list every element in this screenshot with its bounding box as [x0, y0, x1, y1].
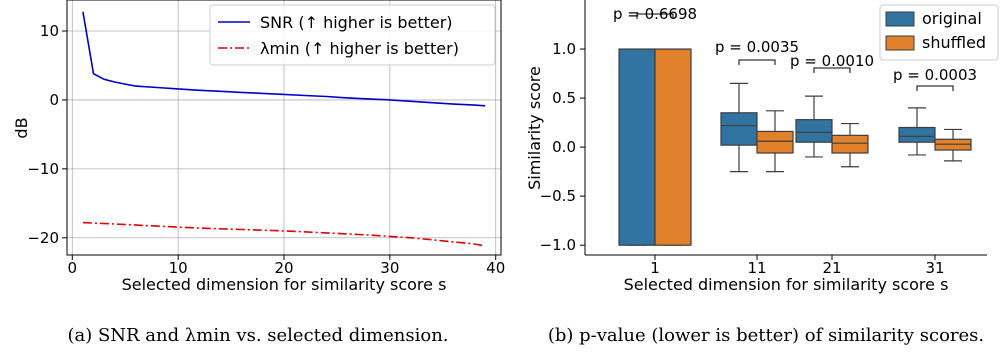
- series-a: [82, 11, 486, 247]
- ticks-b: 1.00.50.0−0.5−1.01 11 21 31: [540, 40, 945, 277]
- x-tick-label: 11: [747, 259, 766, 277]
- x-tick-label: 40: [486, 259, 505, 277]
- y-tick-label: −1.0: [540, 236, 576, 254]
- legend-swatch: [885, 35, 915, 51]
- p-value-label: p = 0.6698: [613, 5, 697, 23]
- y-tick-label: −0.5: [540, 187, 576, 205]
- x-tick-label: 20: [274, 259, 293, 277]
- legend-label: SNR (↑ higher is better): [260, 13, 453, 32]
- p-value-bracket: [738, 59, 776, 65]
- x-tick-label: 21: [822, 259, 841, 277]
- x-axis-label-a: Selected dimension for similarity score …: [122, 275, 447, 294]
- series-line-0: [82, 11, 486, 107]
- p-value-label: p = 0.0010: [790, 52, 874, 70]
- box-shuffled-1: [654, 48, 692, 246]
- y-tick-label: 0.0: [552, 138, 576, 156]
- p-value-label: p = 0.0035: [715, 38, 799, 56]
- legend-label: λmin (↑ higher is better): [260, 39, 459, 58]
- legend-swatch: [885, 11, 915, 27]
- caption-a: (a) SNR and λmin vs. selected dimension.: [67, 325, 448, 346]
- x-tick-label: 10: [169, 259, 188, 277]
- caption-b: (b) p-value (lower is better) of similar…: [548, 325, 984, 346]
- y-tick-label: −20: [27, 229, 59, 247]
- legend-a: SNR (↑ higher is better) λmin (↑ higher i…: [209, 4, 496, 66]
- y-tick-label: −10: [27, 160, 59, 178]
- box-shuffled-21: [831, 122, 869, 168]
- y-tick-label: 0.5: [552, 89, 576, 107]
- p-value-label: p = 0.0003: [893, 66, 977, 84]
- box-original-21: [795, 95, 833, 158]
- ticks-a: 0 10 20 30 40 10 0 −10 −20: [27, 22, 505, 277]
- chart-snr-lambda: 0 10 20 30 40 10 0 −10 −20 SNR (↑ higher is bett…: [12, 0, 505, 346]
- x-axis-label-b: Selected dimension for similarity score …: [624, 275, 949, 294]
- x-tick-label: 30: [380, 259, 399, 277]
- box-original-11: [720, 82, 758, 173]
- x-tick-label: 0: [68, 259, 78, 277]
- p-value-bracket: [636, 13, 674, 19]
- y-tick-label: 10: [40, 22, 59, 40]
- box-original-1: [618, 48, 656, 246]
- y-tick-label: 1.0: [552, 40, 576, 58]
- x-tick-label: 31: [925, 259, 944, 277]
- box-original-31: [898, 107, 936, 156]
- box-shuffled-31: [934, 128, 972, 162]
- boxes-b: [618, 48, 972, 246]
- x-tick-label: 1: [650, 259, 660, 277]
- series-line-1: [82, 221, 486, 247]
- p-value-bracket: [916, 85, 954, 91]
- box-shuffled-11: [756, 110, 794, 173]
- legend-box-a: [209, 4, 496, 66]
- y-tick-label: 0: [49, 91, 59, 109]
- legend-label: shuffled: [922, 33, 986, 52]
- p-value-bracket: [813, 67, 851, 73]
- legend-label: original: [922, 9, 982, 28]
- y-axis-label-a: dB: [12, 117, 31, 138]
- legend-b: original shuffled: [879, 4, 999, 61]
- y-axis-label-b: Similarity score: [525, 66, 544, 190]
